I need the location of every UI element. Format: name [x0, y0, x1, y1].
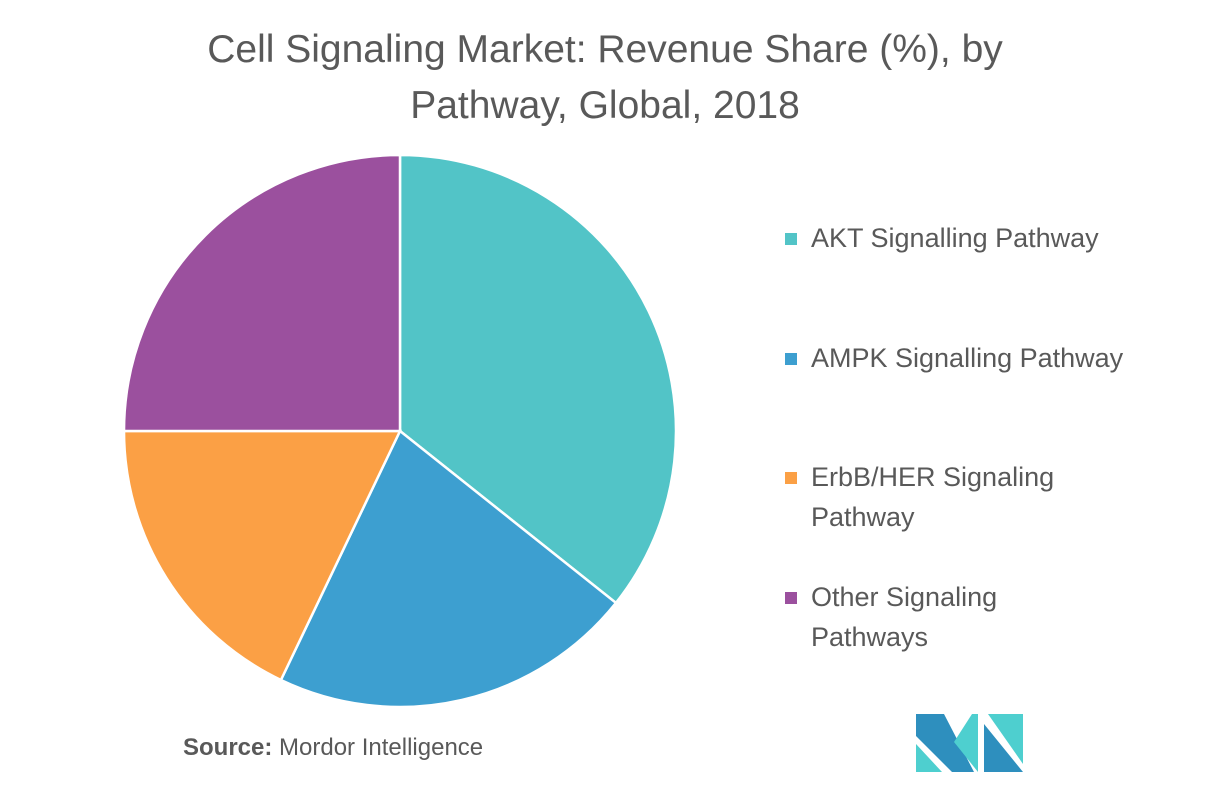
source-note: Source: Mordor Intelligence — [183, 734, 483, 762]
chart-title: Cell Signaling Market: Revenue Share (%)… — [100, 22, 1110, 134]
pie-slice-erbb-her-signaling-pathway — [122, 429, 402, 682]
source-label: Source: — [183, 734, 273, 761]
legend-item-other: Other Signaling Pathways — [785, 577, 1061, 657]
legend-swatch — [785, 472, 797, 484]
legend-label: AMPK Signalling Pathway — [811, 343, 1124, 373]
title-line-2: Pathway, Global, 2018 — [410, 84, 800, 127]
mordor-intelligence-logo — [916, 714, 1023, 772]
pie-slice-akt-signalling-pathway — [398, 153, 678, 605]
legend-swatch — [785, 353, 797, 365]
legend-item-erbb: ErbB/HER Signaling Pathway — [785, 457, 1101, 537]
legend-label: AKT Signalling Pathway — [811, 223, 1099, 253]
source-text: Mordor Intelligence — [272, 734, 484, 761]
pie-slice-ampk-signalling-pathway — [279, 429, 618, 709]
legend-swatch — [785, 233, 797, 245]
legend-swatch — [785, 592, 797, 604]
title-line-1: Cell Signaling Market: Revenue Share (%)… — [207, 28, 1003, 71]
pie-chart — [122, 153, 678, 709]
pie-slice-other-signaling-pathways — [122, 153, 402, 433]
legend-item-akt: AKT Signalling Pathway — [785, 218, 1151, 258]
legend-item-ampk: AMPK Signalling Pathway — [785, 338, 1151, 378]
legend-label: ErbB/HER Signaling Pathway — [811, 462, 1055, 532]
legend-label: Other Signaling Pathways — [811, 582, 998, 652]
